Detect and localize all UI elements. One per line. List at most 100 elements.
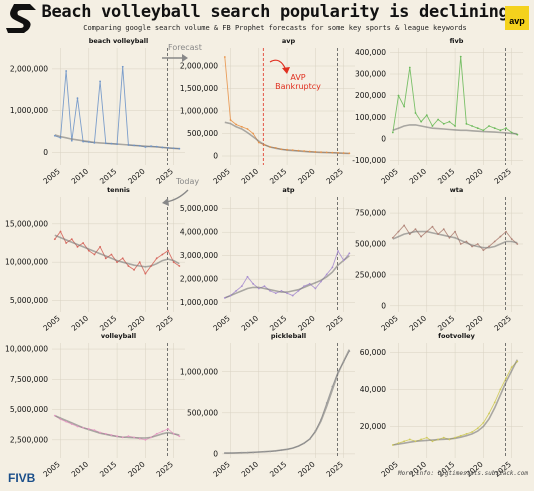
annotation-today: Today bbox=[175, 177, 199, 186]
x-tick-label: 2020 bbox=[126, 313, 147, 332]
y-tick-label: 5,000,000 bbox=[10, 405, 48, 414]
x-tick-label: 2015 bbox=[98, 459, 119, 478]
data-point bbox=[121, 65, 124, 68]
data-point bbox=[308, 438, 311, 441]
data-point bbox=[127, 144, 130, 146]
data-point bbox=[510, 131, 513, 134]
data-point bbox=[493, 127, 496, 130]
y-tick-label: 20,000 bbox=[360, 422, 386, 431]
data-point bbox=[93, 253, 96, 256]
x-tick-label: 2025 bbox=[493, 313, 514, 332]
data-point bbox=[325, 402, 328, 404]
data-point bbox=[403, 105, 406, 108]
data-point bbox=[337, 250, 339, 252]
data-point bbox=[257, 451, 260, 453]
data-point bbox=[133, 144, 135, 147]
y-tick-label: 500,000 bbox=[187, 129, 218, 138]
panel-atp: 1,000,000 2,000,000 3,000,000 4,000,000 5,00… bbox=[180, 186, 355, 333]
y-tick-label: 250,000 bbox=[355, 270, 386, 279]
data-point bbox=[331, 385, 334, 388]
data-point bbox=[155, 432, 158, 435]
data-point bbox=[138, 144, 141, 147]
brand-logo bbox=[4, 2, 38, 38]
data-point bbox=[93, 429, 96, 432]
x-tick-label: 2005 bbox=[379, 313, 400, 332]
x-tick-label: 2005 bbox=[41, 166, 62, 185]
data-point bbox=[408, 66, 411, 69]
x-tick-label: 2005 bbox=[379, 459, 400, 478]
data-point bbox=[246, 451, 249, 454]
data-point bbox=[391, 236, 394, 239]
data-point bbox=[274, 450, 277, 452]
x-tick-label: 2005 bbox=[211, 166, 232, 185]
y-tick-label: 2,000,000 bbox=[180, 275, 218, 284]
annotation-avp-bankruptcy: Bankruptcy bbox=[275, 82, 321, 91]
data-point bbox=[70, 139, 73, 142]
series-line-trend bbox=[392, 230, 518, 249]
data-point bbox=[76, 97, 79, 100]
data-point bbox=[505, 230, 507, 233]
x-tick-label: 2005 bbox=[41, 313, 62, 332]
data-point bbox=[391, 444, 394, 446]
panel-fivb: -100,000 0 100,000 200,000 300,000 400,000 200… bbox=[352, 37, 523, 186]
data-point bbox=[93, 141, 96, 144]
data-point bbox=[229, 294, 232, 297]
x-tick-label: 2005 bbox=[211, 459, 232, 478]
data-point bbox=[448, 120, 451, 123]
data-point bbox=[116, 261, 118, 264]
data-point bbox=[459, 55, 462, 58]
data-point bbox=[99, 80, 102, 83]
data-point bbox=[476, 243, 479, 245]
x-tick-label: 2010 bbox=[408, 313, 429, 332]
y-tick-label: 0 bbox=[213, 449, 218, 458]
data-point bbox=[229, 119, 232, 121]
data-point bbox=[286, 148, 288, 151]
data-point bbox=[348, 152, 351, 155]
y-tick-label: 1,000,000 bbox=[180, 367, 218, 376]
data-point bbox=[252, 132, 255, 135]
x-tick-label: 2025 bbox=[155, 313, 176, 332]
y-tick-label: 3,000,000 bbox=[180, 251, 218, 260]
data-point bbox=[431, 225, 434, 228]
data-point bbox=[342, 259, 345, 262]
data-point bbox=[150, 265, 152, 267]
y-tick-label: 4,000,000 bbox=[180, 228, 218, 237]
x-tick-label: 2020 bbox=[464, 313, 485, 332]
data-point bbox=[437, 438, 440, 441]
data-point bbox=[280, 148, 283, 151]
data-point bbox=[510, 366, 513, 369]
x-tick-label: 2020 bbox=[296, 459, 317, 478]
data-point bbox=[314, 429, 317, 432]
data-point bbox=[408, 438, 411, 441]
data-point bbox=[274, 147, 277, 149]
x-tick-label: 2015 bbox=[436, 166, 457, 185]
x-tick-label: 2010 bbox=[240, 313, 261, 332]
avp-logo-badge: avp bbox=[505, 6, 529, 30]
data-point bbox=[178, 435, 181, 438]
data-point bbox=[252, 451, 255, 454]
data-point bbox=[127, 265, 130, 267]
x-tick-label: 2015 bbox=[98, 313, 119, 332]
data-point bbox=[99, 431, 102, 434]
x-tick-label: 2025 bbox=[155, 459, 176, 478]
data-point bbox=[337, 370, 339, 373]
panel-title: avp bbox=[282, 37, 296, 45]
y-tick-label: 60,000 bbox=[360, 348, 386, 357]
data-point bbox=[269, 146, 272, 148]
data-point bbox=[87, 249, 90, 252]
y-tick-label: 400,000 bbox=[355, 48, 386, 57]
x-tick-label: 2010 bbox=[408, 166, 429, 185]
data-point bbox=[482, 129, 485, 132]
arrow-today bbox=[165, 189, 189, 203]
data-point bbox=[488, 125, 490, 127]
data-point bbox=[320, 151, 322, 154]
data-point bbox=[297, 445, 300, 447]
data-point bbox=[65, 242, 68, 244]
data-point bbox=[240, 451, 243, 454]
data-point bbox=[223, 452, 226, 454]
x-tick-label: 2005 bbox=[211, 313, 232, 332]
data-point bbox=[87, 141, 90, 143]
data-point bbox=[342, 360, 345, 363]
y-tick-label: 10,000,000 bbox=[5, 345, 48, 354]
data-point bbox=[82, 426, 85, 429]
